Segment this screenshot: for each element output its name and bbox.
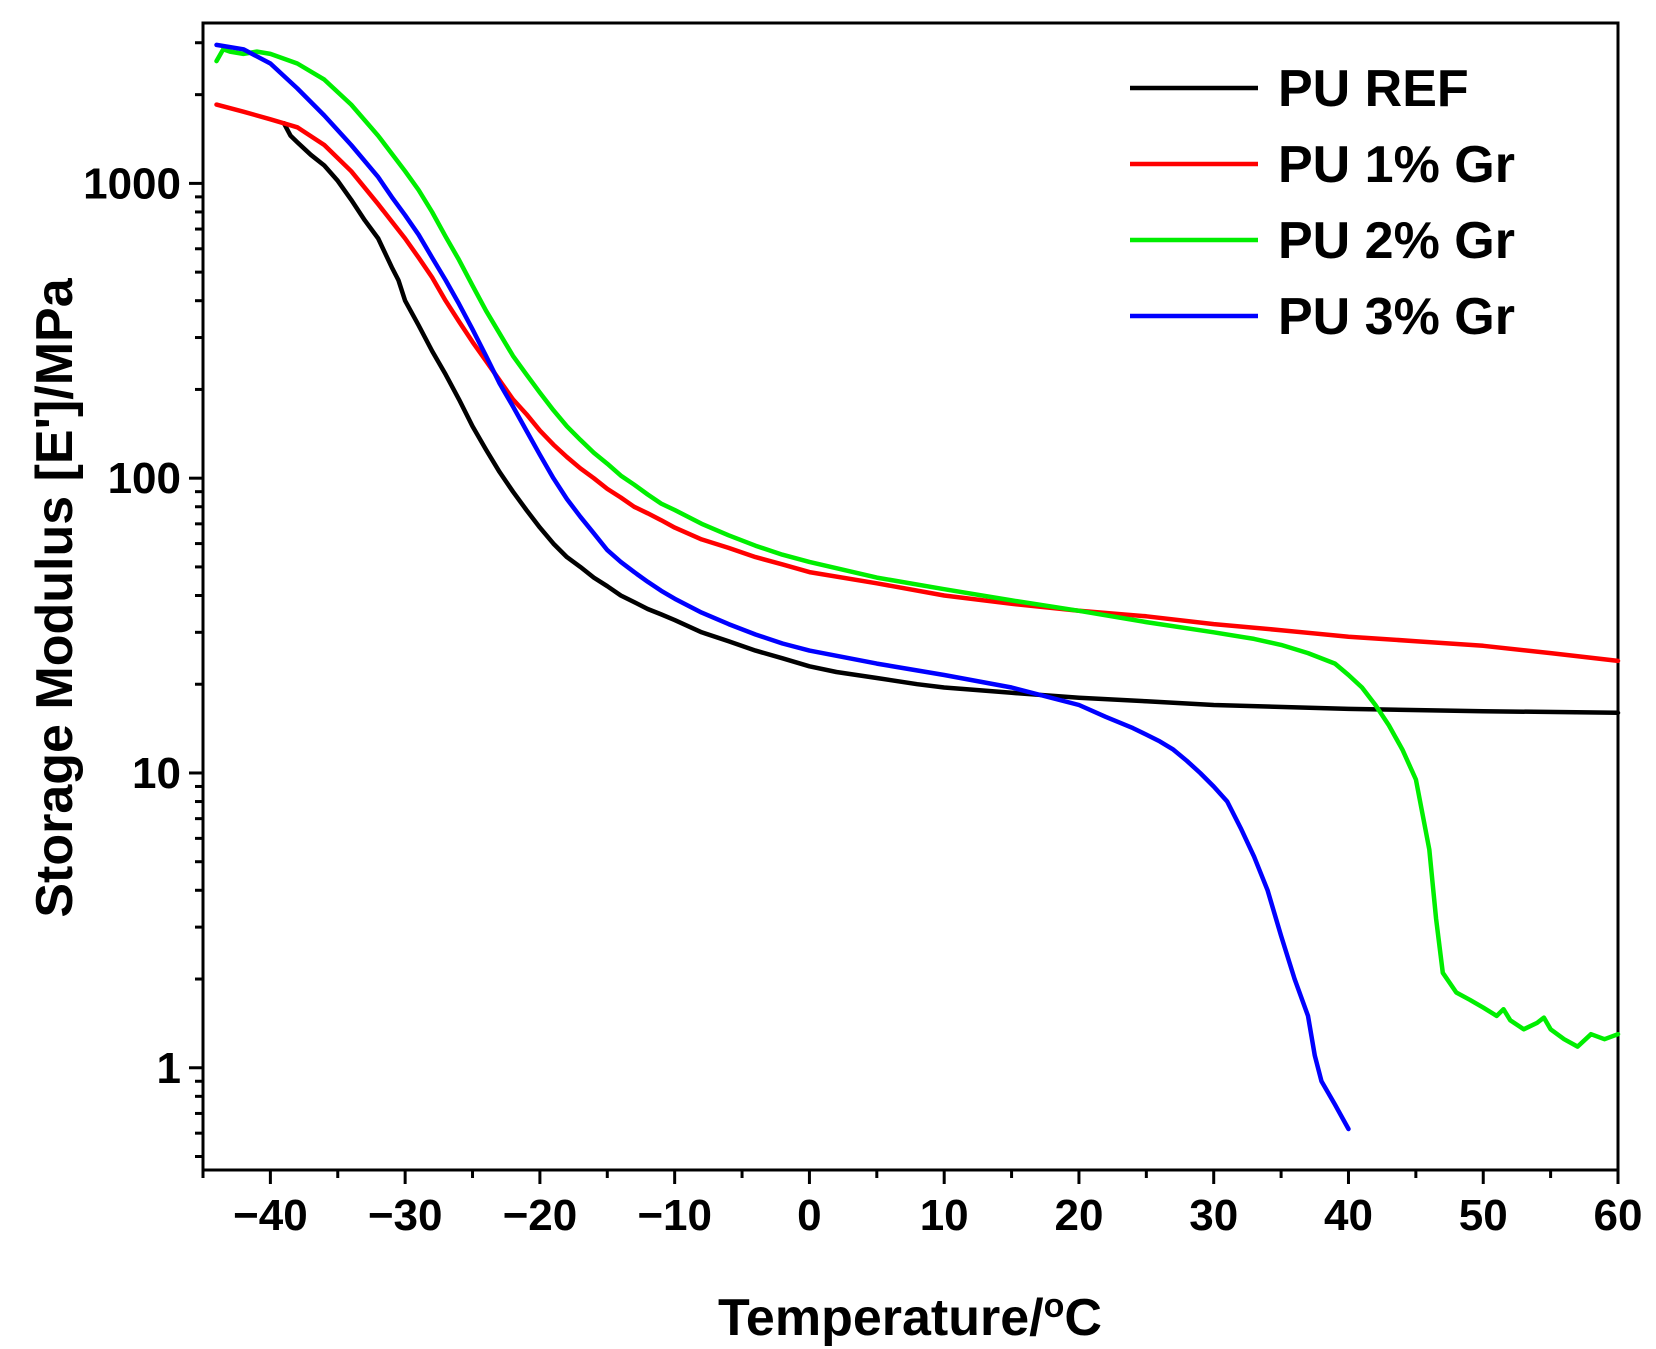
series-group — [214, 42, 1621, 1132]
x-tick-label: 20 — [1054, 1191, 1103, 1240]
x-axis-title: Temperature/oC — [718, 1287, 1102, 1347]
x-axis-ticks: −40 −30 −20 −10 0 10 20 30 40 50 60 — [201, 1170, 1643, 1240]
x-tick-label: −30 — [368, 1191, 443, 1240]
y-tick-label: 1 — [157, 1044, 181, 1093]
x-axis-title-degree: o — [1044, 1287, 1065, 1325]
x-tick-label: 40 — [1324, 1191, 1373, 1240]
series-line-pu-ref — [281, 120, 1621, 716]
y-tick-label: 100 — [108, 454, 181, 503]
series-line-pu-1-gr — [214, 102, 1621, 664]
legend-label: PU 3% Gr — [1278, 288, 1515, 346]
x-axis-title-text: Temperature/ — [718, 1289, 1044, 1347]
legend-label: PU REF — [1278, 60, 1469, 118]
x-tick-label: −40 — [233, 1191, 308, 1240]
legend-label: PU 1% Gr — [1278, 136, 1515, 194]
x-tick-label: 0 — [797, 1191, 821, 1240]
x-tick-label: 50 — [1459, 1191, 1508, 1240]
x-tick-label: 30 — [1189, 1191, 1238, 1240]
legend: PU REF PU 1% Gr PU 2% Gr PU 3% Gr — [1130, 60, 1515, 346]
legend-label: PU 2% Gr — [1278, 212, 1515, 270]
series-line-pu-3-gr — [214, 42, 1351, 1132]
x-tick-label: 60 — [1594, 1191, 1643, 1240]
x-tick-label: −20 — [503, 1191, 578, 1240]
y-tick-label: 10 — [132, 749, 181, 798]
y-tick-label: 1000 — [83, 159, 181, 208]
x-axis-title-unit: C — [1064, 1289, 1102, 1347]
series-line-pu-2-gr — [214, 47, 1621, 1049]
y-axis-ticks: 1 10 100 1000 — [83, 41, 203, 1159]
x-tick-label: 10 — [920, 1191, 969, 1240]
y-axis-title: Storage Modulus [E']/MPa — [26, 277, 84, 917]
x-tick-label: −10 — [637, 1191, 712, 1240]
